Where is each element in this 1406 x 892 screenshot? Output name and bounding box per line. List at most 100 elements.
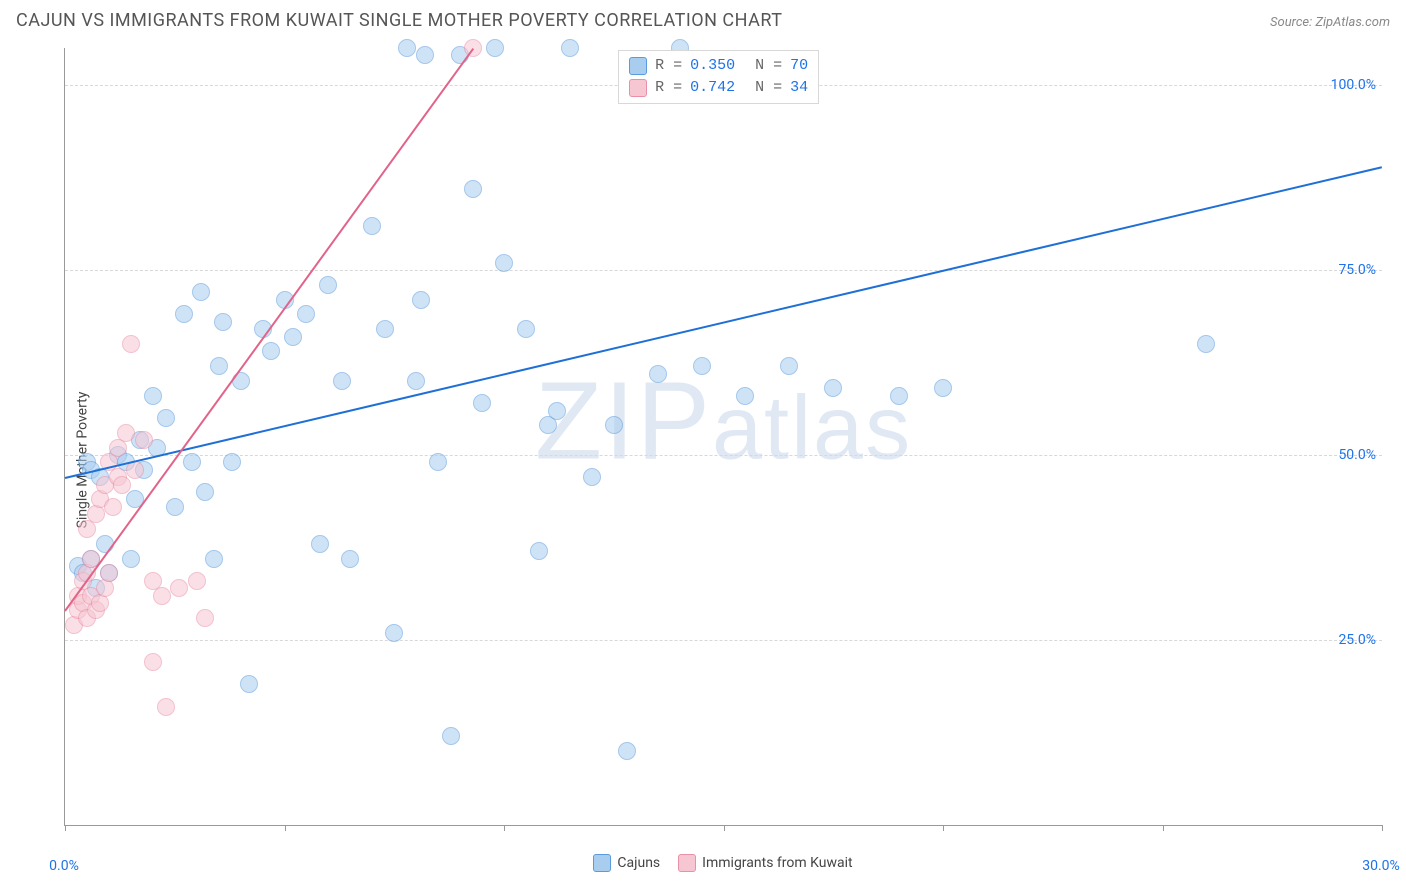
stats-r-label: R = (655, 77, 682, 99)
data-point (157, 698, 175, 716)
data-point (192, 283, 210, 301)
data-point (319, 276, 337, 294)
data-point (144, 653, 162, 671)
stats-swatch (629, 57, 647, 75)
stats-box: R =0.350N =70R =0.742N =34 (618, 50, 819, 104)
data-point (363, 217, 381, 235)
data-point (153, 587, 171, 605)
data-point (196, 609, 214, 627)
source-prefix: Source: (1270, 15, 1315, 30)
data-point (205, 550, 223, 568)
data-point (416, 46, 434, 64)
chart-title: CAJUN VS IMMIGRANTS FROM KUWAIT SINGLE M… (16, 10, 783, 31)
legend-label-kuwait: Immigrants from Kuwait (702, 855, 852, 871)
data-point (276, 291, 294, 309)
legend-item-kuwait: Immigrants from Kuwait (678, 854, 852, 872)
data-point (934, 379, 952, 397)
y-tick-label: 25.0% (1338, 632, 1376, 648)
data-point (82, 550, 100, 568)
data-point (333, 372, 351, 390)
stats-r-value: 0.350 (690, 55, 735, 77)
source-credit: Source: ZipAtlas.com (1270, 15, 1390, 30)
stats-n-value: 34 (790, 77, 808, 99)
stats-row: R =0.742N =34 (629, 77, 808, 99)
data-point (232, 372, 250, 390)
data-point (157, 409, 175, 427)
stats-row: R = 0.350 N = 70 (629, 55, 808, 77)
stats-n-label: N = (755, 55, 782, 77)
data-point (464, 180, 482, 198)
x-tick (943, 825, 944, 831)
data-point (196, 483, 214, 501)
watermark-main: ZIP (535, 359, 712, 482)
data-point (429, 453, 447, 471)
legend-swatch-kuwait (678, 854, 696, 872)
data-point (486, 39, 504, 57)
data-point (188, 572, 206, 590)
x-tick (285, 825, 286, 831)
x-tick (1163, 825, 1164, 831)
data-point (464, 39, 482, 57)
data-point (122, 335, 140, 353)
data-point (284, 328, 302, 346)
data-point (104, 498, 122, 516)
data-point (412, 291, 430, 309)
x-tick (504, 825, 505, 831)
data-point (517, 320, 535, 338)
data-point (736, 387, 754, 405)
data-point (618, 742, 636, 760)
data-point (126, 461, 144, 479)
legend: Cajuns Immigrants from Kuwait (64, 850, 1382, 876)
source-name: ZipAtlas.com (1315, 15, 1390, 30)
data-point (175, 305, 193, 323)
data-point (780, 357, 798, 375)
data-point (254, 320, 272, 338)
data-point (824, 379, 842, 397)
data-point (113, 476, 131, 494)
data-point (376, 320, 394, 338)
data-point (210, 357, 228, 375)
data-point (495, 254, 513, 272)
gridline (65, 640, 1382, 641)
data-point (117, 424, 135, 442)
data-point (442, 727, 460, 745)
data-point (166, 498, 184, 516)
data-point (135, 431, 153, 449)
data-point (561, 39, 579, 57)
legend-label-cajuns: Cajuns (617, 855, 660, 871)
data-point (407, 372, 425, 390)
y-tick-label: 100.0% (1331, 77, 1376, 93)
x-tick (65, 825, 66, 831)
data-point (100, 564, 118, 582)
data-point (311, 535, 329, 553)
data-point (297, 305, 315, 323)
data-point (262, 342, 280, 360)
stats-r-label: R = (655, 55, 682, 77)
stats-n-label: N = (755, 77, 782, 99)
data-point (398, 39, 416, 57)
watermark: ZIPatlas (535, 357, 912, 484)
data-point (473, 394, 491, 412)
legend-swatch-cajuns (593, 854, 611, 872)
data-point (548, 402, 566, 420)
data-point (170, 579, 188, 597)
data-point (126, 490, 144, 508)
data-point (122, 550, 140, 568)
stats-swatch (629, 79, 647, 97)
data-point (649, 365, 667, 383)
y-tick-label: 75.0% (1338, 262, 1376, 278)
stats-n-value: 70 (790, 55, 808, 77)
x-tick (724, 825, 725, 831)
data-point (583, 468, 601, 486)
data-point (96, 535, 114, 553)
data-point (693, 357, 711, 375)
y-tick-label: 50.0% (1338, 447, 1376, 463)
data-point (240, 675, 258, 693)
data-point (341, 550, 359, 568)
data-point (223, 453, 241, 471)
x-tick (1382, 825, 1383, 831)
data-point (144, 387, 162, 405)
chart-container: Single Mother Poverty ZIPatlas 25.0%50.0… (16, 44, 1390, 876)
data-point (890, 387, 908, 405)
gridline (65, 455, 1382, 456)
